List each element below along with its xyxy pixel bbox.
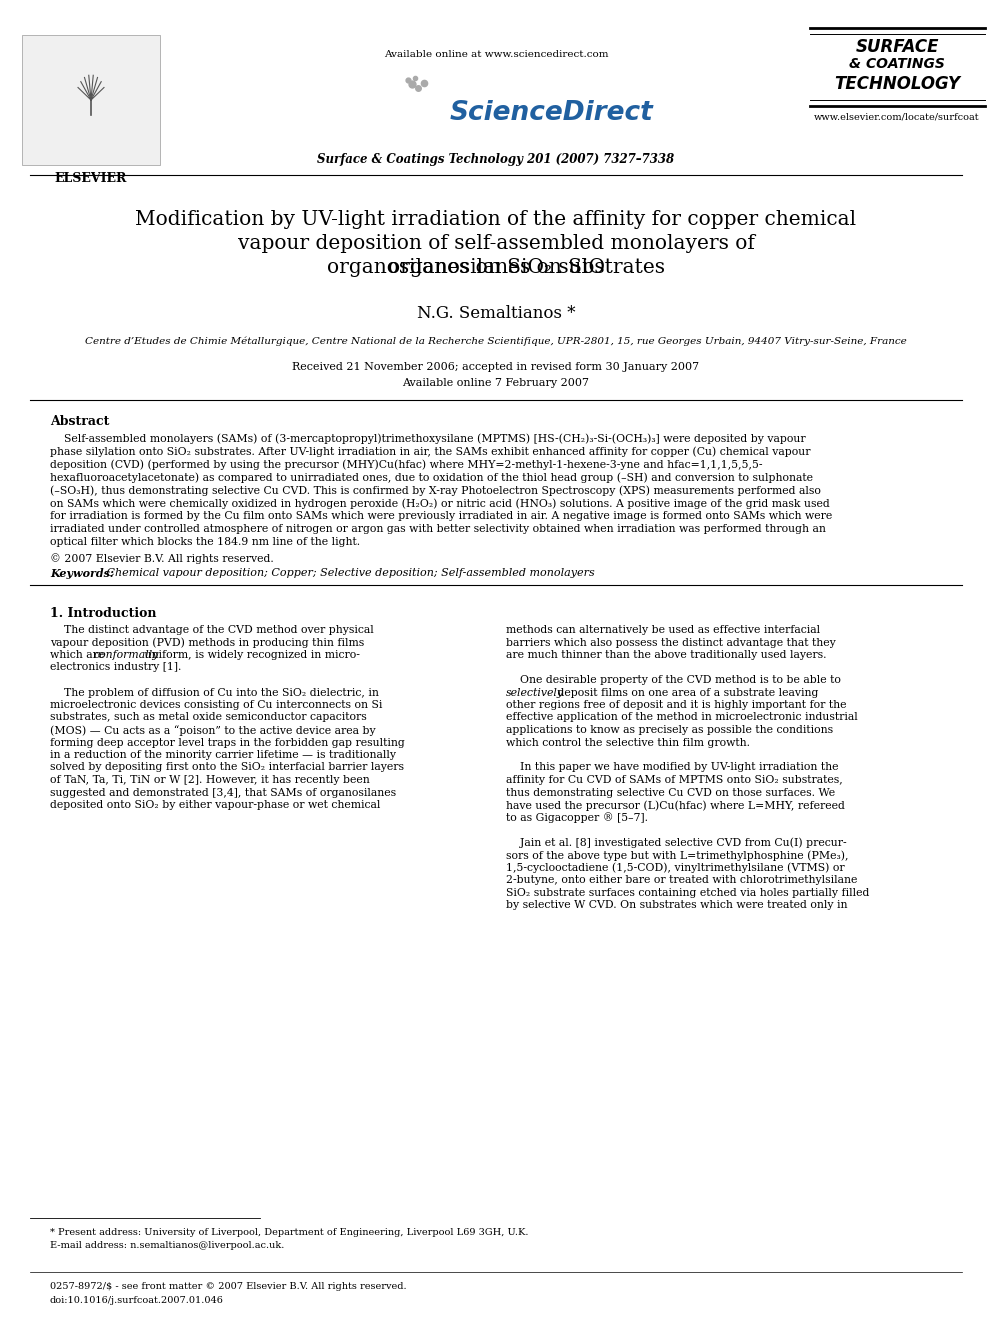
Text: 1. Introduction: 1. Introduction [50,607,157,620]
Text: organosilanes on SiO₂ substrates: organosilanes on SiO₂ substrates [327,258,665,277]
Text: Available online at www.sciencedirect.com: Available online at www.sciencedirect.co… [384,50,608,60]
Text: have used the precursor (L)Cu(hfac) where L=MHY, refereed: have used the precursor (L)Cu(hfac) wher… [506,800,845,811]
Text: © 2007 Elsevier B.V. All rights reserved.: © 2007 Elsevier B.V. All rights reserved… [50,553,274,564]
Text: methods can alternatively be used as effective interfacial: methods can alternatively be used as eff… [506,624,820,635]
Text: affinity for Cu CVD of SAMs of MPTMS onto SiO₂ substrates,: affinity for Cu CVD of SAMs of MPTMS ont… [506,775,843,785]
Text: of TaN, Ta, Ti, TiN or W [2]. However, it has recently been: of TaN, Ta, Ti, TiN or W [2]. However, i… [50,775,370,785]
Text: forming deep acceptor level traps in the forbidden gap resulting: forming deep acceptor level traps in the… [50,737,405,747]
Text: deposition (CVD) (performed by using the precursor (MHY)Cu(hfac) where MHY=2-met: deposition (CVD) (performed by using the… [50,459,763,470]
Text: thus demonstrating selective Cu CVD on those surfaces. We: thus demonstrating selective Cu CVD on t… [506,787,835,798]
Text: uniform, is widely recognized in micro-: uniform, is widely recognized in micro- [141,650,360,660]
Text: optical filter which blocks the 184.9 nm line of the light.: optical filter which blocks the 184.9 nm… [50,537,360,546]
Text: solved by depositing first onto the SiO₂ interfacial barrier layers: solved by depositing first onto the SiO₂… [50,762,404,773]
Text: conformally: conformally [93,650,159,660]
Text: Chemical vapour deposition; Copper; Selective deposition; Self-assembled monolay: Chemical vapour deposition; Copper; Sele… [103,568,595,578]
Text: One desirable property of the CVD method is to be able to: One desirable property of the CVD method… [506,675,841,685]
Text: on SAMs which were chemically oxidized in hydrogen peroxide (H₂O₂) or nitric aci: on SAMs which were chemically oxidized i… [50,497,829,508]
Text: in a reduction of the minority carrier lifetime — is traditionally: in a reduction of the minority carrier l… [50,750,396,759]
Text: * Present address: University of Liverpool, Department of Engineering, Liverpool: * Present address: University of Liverpo… [50,1228,529,1237]
Text: by selective W CVD. On substrates which were treated only in: by selective W CVD. On substrates which … [506,900,847,910]
Text: In this paper we have modified by UV-light irradiation the: In this paper we have modified by UV-lig… [506,762,838,773]
Text: sors of the above type but with L=trimethylphosphine (PMe₃),: sors of the above type but with L=trimet… [506,849,848,860]
Text: www.elsevier.com/locate/surfcoat: www.elsevier.com/locate/surfcoat [814,112,980,122]
Text: Self-assembled monolayers (SAMs) of (3-mercaptopropyl)trimethoxysilane (MPTMS) [: Self-assembled monolayers (SAMs) of (3-m… [50,433,806,443]
Text: hexafluoroacetylacetonate) as compared to unirradiated ones, due to oxidation of: hexafluoroacetylacetonate) as compared t… [50,472,813,483]
Text: which are: which are [50,650,108,660]
Text: selectively: selectively [506,688,564,697]
Text: SiO₂ substrate surfaces containing etched via holes partially filled: SiO₂ substrate surfaces containing etche… [506,888,869,897]
Text: N.G. Semaltianos *: N.G. Semaltianos * [417,306,575,321]
Text: (–SO₃H), thus demonstrating selective Cu CVD. This is confirmed by X-ray Photoel: (–SO₃H), thus demonstrating selective Cu… [50,486,820,496]
Text: Jain et al. [8] investigated selective CVD from Cu(I) precur-: Jain et al. [8] investigated selective C… [506,837,846,848]
Text: other regions free of deposit and it is highly important for the: other regions free of deposit and it is … [506,700,846,710]
Text: 2-butyne, onto either bare or treated with chlorotrimethylsilane: 2-butyne, onto either bare or treated wi… [506,875,857,885]
Text: doi:10.1016/j.surfcoat.2007.01.046: doi:10.1016/j.surfcoat.2007.01.046 [50,1297,224,1304]
Text: 1,5-cyclooctadiene (1,5-COD), vinyltrimethylsilane (VTMS) or: 1,5-cyclooctadiene (1,5-COD), vinyltrime… [506,863,844,873]
Text: & COATINGS: & COATINGS [849,57,945,71]
Text: Modification by UV-light irradiation of the affinity for copper chemical: Modification by UV-light irradiation of … [136,210,856,229]
Text: SURFACE: SURFACE [855,38,938,56]
Text: microelectronic devices consisting of Cu interconnects on Si: microelectronic devices consisting of Cu… [50,700,382,710]
Text: (MOS) — Cu acts as a “poison” to the active device area by: (MOS) — Cu acts as a “poison” to the act… [50,725,376,736]
Text: vapour deposition (PVD) methods in producing thin films: vapour deposition (PVD) methods in produ… [50,638,364,648]
Bar [22,34,160,165]
Text: applications to know as precisely as possible the conditions: applications to know as precisely as pos… [506,725,833,736]
Text: are much thinner than the above traditionally used layers.: are much thinner than the above traditio… [506,650,826,660]
Text: electronics industry [1].: electronics industry [1]. [50,663,182,672]
Text: to as Gigacopper ® [5–7].: to as Gigacopper ® [5–7]. [506,812,648,823]
Text: TECHNOLOGY: TECHNOLOGY [834,75,960,93]
Text: Available online 7 February 2007: Available online 7 February 2007 [403,378,589,388]
Text: barriers which also possess the distinct advantage that they: barriers which also possess the distinct… [506,638,835,647]
Text: for irradiation is formed by the Cu film onto SAMs which were previously irradia: for irradiation is formed by the Cu film… [50,511,832,521]
Text: irradiated under controlled atmosphere of nitrogen or argon gas with better sele: irradiated under controlled atmosphere o… [50,524,826,534]
Text: vapour deposition of self-assembled monolayers of: vapour deposition of self-assembled mono… [237,234,755,253]
Text: The problem of diffusion of Cu into the SiO₂ dielectric, in: The problem of diffusion of Cu into the … [50,688,379,697]
Text: deposited onto SiO₂ by either vapour-phase or wet chemical: deposited onto SiO₂ by either vapour-pha… [50,800,380,810]
Text: Keywords:: Keywords: [50,568,114,579]
Text: The distinct advantage of the CVD method over physical: The distinct advantage of the CVD method… [50,624,374,635]
Text: which control the selective thin film growth.: which control the selective thin film gr… [506,737,750,747]
Text: Centre d’Etudes de Chimie Métallurgique, Centre National de la Recherche Scienti: Centre d’Etudes de Chimie Métallurgique,… [85,337,907,347]
Text: Surface & Coatings Technology 201 (2007) 7327–7338: Surface & Coatings Technology 201 (2007)… [317,153,675,165]
Text: 0257-8972/$ - see front matter © 2007 Elsevier B.V. All rights reserved.: 0257-8972/$ - see front matter © 2007 El… [50,1282,407,1291]
Text: Received 21 November 2006; accepted in revised form 30 January 2007: Received 21 November 2006; accepted in r… [293,363,699,372]
Text: phase silylation onto SiO₂ substrates. After UV-light irradiation in air, the SA: phase silylation onto SiO₂ substrates. A… [50,446,810,456]
Text: effective application of the method in microelectronic industrial: effective application of the method in m… [506,713,858,722]
Text: substrates, such as metal oxide semiconductor capacitors: substrates, such as metal oxide semicond… [50,713,367,722]
Text: Abstract: Abstract [50,415,109,429]
Text: suggested and demonstrated [3,4], that SAMs of organosilanes: suggested and demonstrated [3,4], that S… [50,787,396,798]
Text: ELSEVIER: ELSEVIER [55,172,127,185]
Text: ScienceDirect: ScienceDirect [450,101,654,126]
Text: E-mail address: n.semaltianos@liverpool.ac.uk.: E-mail address: n.semaltianos@liverpool.… [50,1241,285,1250]
Text: deposit films on one area of a substrate leaving: deposit films on one area of a substrate… [554,688,818,697]
Text: organosilanes on SiO: organosilanes on SiO [388,258,604,277]
